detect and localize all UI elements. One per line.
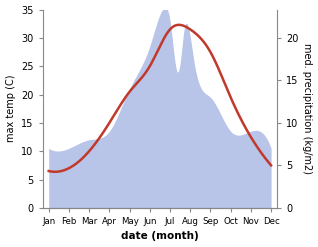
- Y-axis label: max temp (C): max temp (C): [5, 75, 16, 143]
- Y-axis label: med. precipitation (kg/m2): med. precipitation (kg/m2): [302, 43, 313, 174]
- X-axis label: date (month): date (month): [121, 231, 199, 242]
